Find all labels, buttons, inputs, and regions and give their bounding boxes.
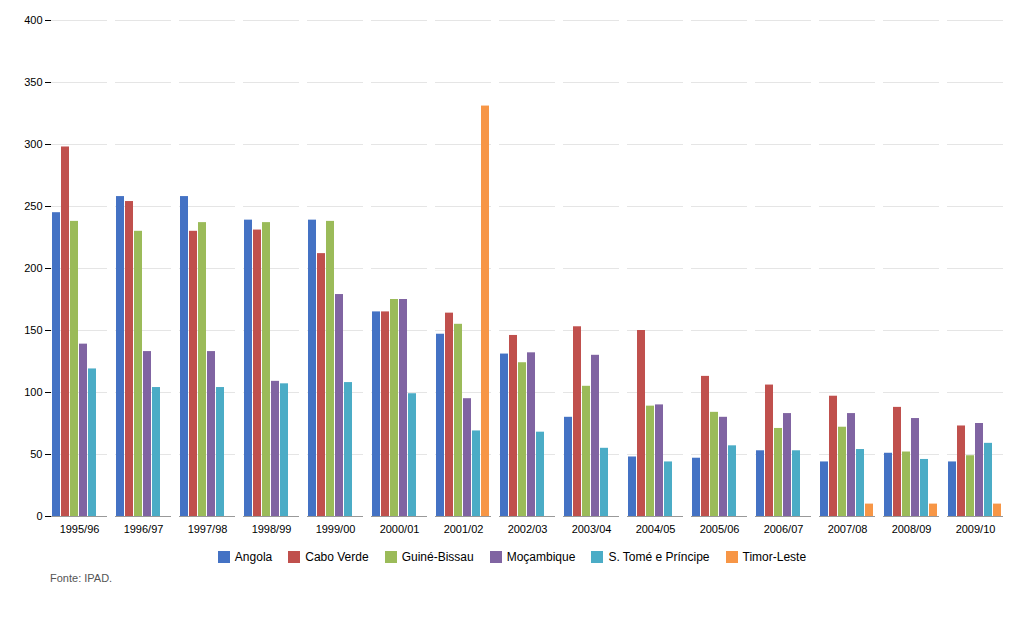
html-text:S. Tomé e Príncipe: S. Tomé e Príncipe — [608, 550, 710, 564]
svg-text:1996/97: 1996/97 — [124, 523, 164, 535]
svg-text:1998/99: 1998/99 — [252, 523, 292, 535]
svg-text:2002/03: 2002/03 — [508, 523, 548, 535]
svg-text:2007/08: 2007/08 — [828, 523, 868, 535]
svg-text:2008/09: 2008/09 — [892, 523, 932, 535]
svg-text:150: 150 — [24, 324, 42, 336]
svg-text:250: 250 — [24, 200, 42, 212]
svg-text:2000/01: 2000/01 — [380, 523, 420, 535]
svg-text:200: 200 — [24, 262, 42, 274]
html-text:Fonte: IPAD.: Fonte: IPAD. — [50, 572, 113, 584]
svg-text:400: 400 — [24, 14, 42, 26]
svg-text:2009/10: 2009/10 — [956, 523, 996, 535]
html-text:Cabo Verde: Cabo Verde — [305, 550, 369, 564]
svg-text:2001/02: 2001/02 — [444, 523, 484, 535]
svg-text:2003/04: 2003/04 — [572, 523, 612, 535]
svg-text:1995/96: 1995/96 — [60, 523, 100, 535]
svg-text:100: 100 — [24, 386, 42, 398]
svg-text:2004/05: 2004/05 — [636, 523, 676, 535]
svg-text:2005/06: 2005/06 — [700, 523, 740, 535]
svg-text:0: 0 — [36, 510, 42, 522]
html-text:Angola: Angola — [234, 550, 273, 564]
html-text:Moçambique: Moçambique — [506, 550, 576, 564]
svg-text:1997/98: 1997/98 — [188, 523, 228, 535]
svg-text:300: 300 — [24, 138, 42, 150]
html-text:Timor-Leste: Timor-Leste — [742, 550, 807, 564]
svg-text:1999/00: 1999/00 — [316, 523, 356, 535]
html-text:Guiné-Bissau: Guiné-Bissau — [401, 550, 474, 564]
svg-text:350: 350 — [24, 76, 42, 88]
svg-text:50: 50 — [30, 448, 42, 460]
svg-text:2006/07: 2006/07 — [764, 523, 804, 535]
